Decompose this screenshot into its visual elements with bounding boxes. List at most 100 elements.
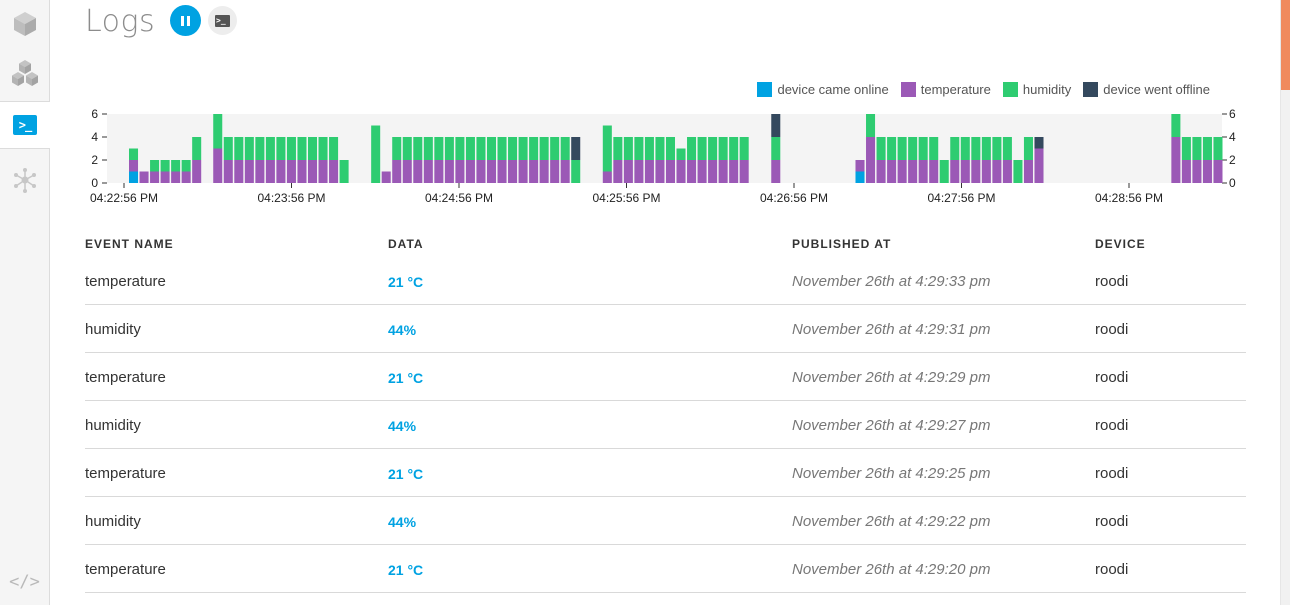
sidebar-item-logs[interactable]: >_ — [0, 101, 50, 149]
header-published-at: PUBLISHED AT — [792, 237, 892, 251]
device-name: roodi — [1095, 513, 1129, 530]
bar-humidity — [729, 137, 739, 160]
bar-humidity — [402, 137, 412, 160]
event-name: temperature — [85, 561, 166, 578]
bar-temperature — [950, 160, 960, 183]
bar-offline — [1034, 137, 1044, 149]
bar-humidity — [476, 137, 486, 160]
bar-humidity — [276, 137, 286, 160]
bar-temperature — [307, 160, 318, 183]
table-row[interactable]: humidity 44% November 26th at 4:29:22 pm… — [85, 497, 1246, 545]
event-data: 21 °C — [388, 274, 424, 290]
published-at: November 26th at 4:29:20 pm — [792, 561, 991, 578]
table-row[interactable]: temperature 21 °C November 26th at 4:29:… — [85, 449, 1246, 497]
published-at: November 26th at 4:29:31 pm — [792, 321, 991, 338]
legend-label: device went offline — [1103, 82, 1210, 97]
scrollbar-thumb[interactable] — [1281, 0, 1290, 90]
bar-humidity — [455, 137, 465, 160]
bar-humidity — [929, 137, 939, 160]
bar-temperature — [687, 160, 697, 183]
bar-temperature — [1034, 148, 1044, 183]
bar-temperature — [887, 160, 897, 183]
bar-humidity — [486, 137, 497, 160]
bar-temperature — [655, 160, 665, 183]
event-name: humidity — [85, 417, 141, 434]
bar-online — [855, 171, 865, 183]
bar-humidity — [665, 137, 675, 160]
console-button[interactable]: >_ — [208, 6, 237, 35]
sidebar-item-code[interactable]: </> — [0, 558, 49, 606]
bar-temperature — [623, 160, 633, 183]
bar-temperature — [265, 160, 275, 183]
table-row[interactable]: temperature 21 °C November 26th at 4:29:… — [85, 257, 1246, 305]
bar-humidity — [518, 137, 528, 160]
legend-swatch — [757, 82, 773, 97]
bar-humidity — [192, 137, 202, 160]
event-data: 44% — [388, 514, 417, 530]
bar-online — [129, 171, 139, 183]
bar-humidity — [950, 137, 960, 160]
legend-item-humidity[interactable]: humidity — [1002, 82, 1071, 97]
y-tick-label-left: 4 — [91, 130, 98, 144]
published-at: November 26th at 4:29:22 pm — [792, 513, 991, 530]
cubes-icon — [11, 60, 38, 86]
bar-humidity — [697, 137, 707, 160]
bar-humidity — [623, 137, 633, 160]
event-data: 44% — [388, 418, 417, 434]
bar-temperature — [392, 160, 402, 183]
bar-temperature — [960, 160, 970, 183]
bar-humidity — [371, 125, 381, 183]
bar-humidity — [160, 160, 170, 172]
event-name: temperature — [85, 465, 166, 482]
bar-humidity — [539, 137, 549, 160]
bar-humidity — [718, 137, 728, 160]
bar-temperature — [729, 160, 739, 183]
table-row[interactable]: temperature 21 °C November 26th at 4:29:… — [85, 545, 1246, 593]
bar-temperature — [255, 160, 265, 183]
table-row[interactable]: humidity 44% November 26th at 4:29:27 pm… — [85, 401, 1246, 449]
bar-temperature — [676, 160, 686, 183]
published-at: November 26th at 4:29:25 pm — [792, 465, 991, 482]
bar-humidity — [918, 137, 928, 160]
bar-temperature — [402, 160, 412, 183]
bar-humidity — [887, 137, 897, 160]
pause-button[interactable] — [170, 5, 201, 36]
y-tick-label-left: 2 — [91, 153, 98, 167]
sidebar-item-products[interactable] — [0, 50, 49, 98]
legend-item-online[interactable]: device came online — [757, 82, 889, 97]
bar-temperature — [971, 160, 981, 183]
bar-temperature — [1002, 160, 1012, 183]
table-row[interactable]: temperature 21 °C November 26th at 4:29:… — [85, 353, 1246, 401]
bar-humidity — [908, 137, 918, 160]
bar-temperature — [286, 160, 296, 183]
bar-temperature — [160, 171, 170, 183]
legend-item-temperature[interactable]: temperature — [900, 82, 991, 97]
x-tick-label: 04:23:56 PM — [257, 191, 325, 205]
bar-temperature — [192, 160, 202, 183]
bar-humidity — [771, 137, 781, 160]
bar-temperature — [465, 160, 475, 183]
chart-legend: device came online temperature humidity … — [757, 82, 1210, 97]
bar-temperature — [234, 160, 244, 183]
x-tick-label: 04:22:56 PM — [90, 191, 158, 205]
scrollbar-track[interactable] — [1280, 0, 1290, 605]
bar-temperature — [739, 160, 749, 183]
x-tick-label: 04:28:56 PM — [1095, 191, 1163, 205]
legend-item-offline[interactable]: device went offline — [1083, 82, 1210, 97]
bar-humidity — [634, 137, 644, 160]
bar-temperature — [276, 160, 286, 183]
event-name: temperature — [85, 273, 166, 290]
table-row[interactable]: humidity 44% November 26th at 4:29:31 pm… — [85, 305, 1246, 353]
bar-humidity — [234, 137, 244, 160]
bar-temperature — [1192, 160, 1202, 183]
bar-temperature — [444, 160, 454, 183]
sidebar-item-integrations[interactable] — [0, 156, 49, 204]
published-at: November 26th at 4:29:29 pm — [792, 369, 991, 386]
bar-temperature — [129, 160, 139, 172]
event-name: temperature — [85, 369, 166, 386]
bar-humidity — [644, 137, 654, 160]
header-device: DEVICE — [1095, 237, 1146, 251]
bar-humidity — [307, 137, 318, 160]
sidebar-item-devices[interactable] — [0, 0, 49, 48]
x-tick-label: 04:26:56 PM — [760, 191, 828, 205]
